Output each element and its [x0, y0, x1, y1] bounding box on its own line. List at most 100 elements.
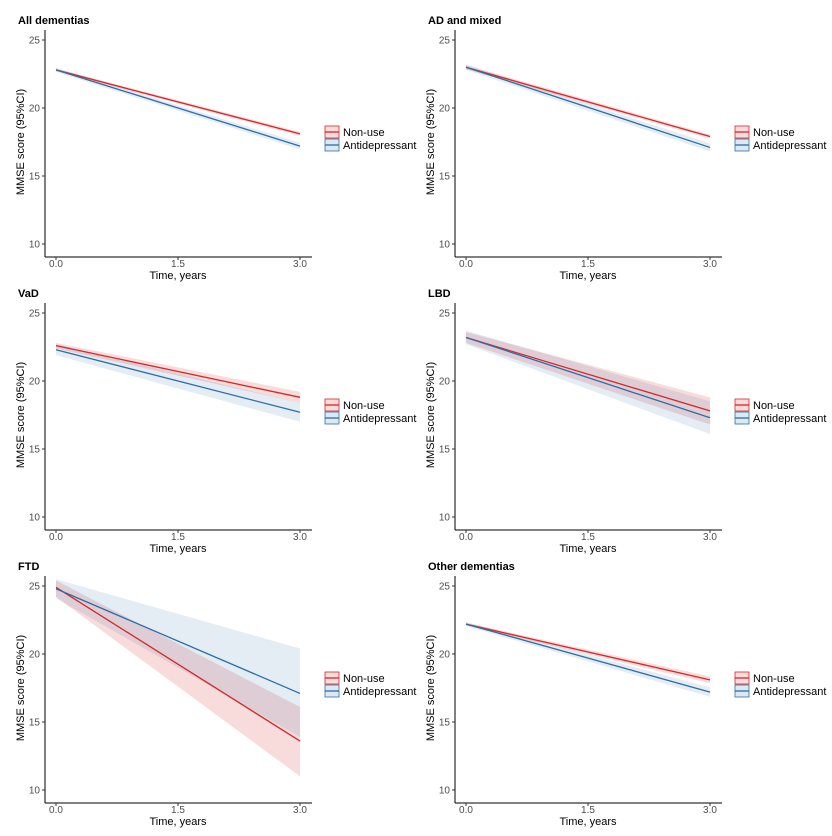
legend-label: Non-use: [343, 400, 385, 412]
x-axis-label: Time, years: [149, 816, 207, 828]
y-tick-label: 15: [29, 718, 41, 729]
series-line-antidepressant: [465, 336, 711, 419]
legend-label: Antidepressant: [343, 686, 416, 698]
x-tick-label: 3.0: [293, 805, 307, 816]
y-tick-label: 25: [29, 582, 41, 593]
chart-panel: AD and mixed 10 15 20 25 0.0 1.5 3.0 Time, years…: [425, 15, 826, 282]
panel-title: VaD: [18, 288, 39, 300]
x-tick-label: 3.0: [293, 532, 307, 543]
chart-panel: VaD 10 15 20 25 0.0 1.5 3.0 Time, years MMSE scor…: [15, 288, 416, 555]
x-tick-label: 0.0: [49, 805, 63, 816]
series-line-non-use: [55, 69, 301, 135]
x-tick-label: 1.5: [171, 259, 185, 270]
x-tick-label: 3.0: [703, 805, 717, 816]
y-tick-label: 10: [439, 513, 451, 524]
legend-item: Non-use: [734, 398, 795, 412]
x-axis-label: Time, years: [149, 543, 207, 555]
series-line-non-use: [465, 336, 711, 412]
series-line-non-use: [465, 623, 711, 681]
legend-label: Antidepressant: [753, 686, 826, 698]
legend-item: Antidepressant: [324, 138, 416, 152]
y-tick-label: 15: [29, 172, 41, 183]
ci-band-antidepressant: [56, 579, 300, 737]
legend-label: Non-use: [753, 673, 795, 685]
panel-title: FTD: [18, 561, 39, 573]
y-tick-label: 20: [29, 650, 41, 661]
x-tick-label: 3.0: [703, 259, 717, 270]
y-axis-label: MMSE score (95%CI): [425, 635, 437, 741]
x-tick-label: 3.0: [293, 259, 307, 270]
chart-panel: Other dementias 10 15 20 25 0.0 1.5 3.0 Time, ye…: [425, 561, 826, 828]
series-line-non-use: [465, 66, 711, 138]
chart-panel: FTD 10 15 20 25 0.0 1.5 3.0 Time, years MMSE scor…: [15, 561, 416, 828]
legend-label: Non-use: [343, 127, 385, 139]
y-tick-label: 20: [29, 377, 41, 388]
legend-label: Non-use: [753, 400, 795, 412]
x-tick-label: 1.5: [581, 805, 595, 816]
y-tick-label: 20: [29, 104, 41, 115]
y-axis-label: MMSE score (95%CI): [15, 362, 27, 468]
legend-label: Antidepressant: [343, 140, 416, 152]
x-tick-label: 0.0: [459, 532, 473, 543]
series-line-non-use: [55, 586, 301, 742]
x-tick-label: 3.0: [703, 532, 717, 543]
x-axis-label: Time, years: [559, 816, 617, 828]
legend-item: Antidepressant: [324, 684, 416, 698]
x-tick-label: 0.0: [49, 259, 63, 270]
panel-title: All dementias: [18, 15, 90, 27]
y-tick-label: 15: [439, 172, 451, 183]
x-tick-label: 0.0: [459, 805, 473, 816]
panel-title: Other dementias: [428, 561, 515, 573]
x-tick-label: 1.5: [581, 259, 595, 270]
legend-label: Antidepressant: [753, 140, 826, 152]
x-axis-label: Time, years: [559, 270, 617, 282]
legend-label: Antidepressant: [753, 413, 826, 425]
y-tick-label: 15: [29, 445, 41, 456]
y-axis-label: MMSE score (95%CI): [15, 89, 27, 195]
series-line-antidepressant: [465, 66, 711, 149]
x-tick-label: 1.5: [171, 532, 185, 543]
x-axis-label: Time, years: [149, 270, 207, 282]
ci-band-antidepressant: [466, 622, 710, 697]
y-tick-label: 25: [29, 309, 41, 320]
legend-label: Non-use: [343, 673, 385, 685]
series-line-non-use: [55, 345, 301, 398]
ci-band-antidepressant: [466, 330, 710, 435]
series-line-antidepressant: [55, 588, 301, 695]
series-line-antidepressant: [465, 623, 711, 693]
y-axis-label: MMSE score (95%CI): [425, 89, 437, 195]
y-tick-label: 15: [439, 445, 451, 456]
x-tick-label: 1.5: [171, 805, 185, 816]
ci-band-non-use: [56, 342, 300, 403]
y-tick-label: 15: [439, 718, 451, 729]
legend-item: Antidepressant: [324, 411, 416, 425]
x-axis-label: Time, years: [559, 543, 617, 555]
y-axis-label: MMSE score (95%CI): [15, 635, 27, 741]
legend-item: Antidepressant: [734, 138, 826, 152]
panel-title: LBD: [428, 288, 451, 300]
y-tick-label: 25: [29, 36, 41, 47]
legend-item: Non-use: [324, 125, 385, 139]
legend-label: Antidepressant: [343, 413, 416, 425]
chart-panel: LBD 10 15 20 25 0.0 1.5 3.0 Time, years MMSE scor…: [425, 288, 826, 555]
legend-item: Non-use: [324, 671, 385, 685]
y-tick-label: 10: [29, 513, 41, 524]
legend-item: Non-use: [324, 398, 385, 412]
y-tick-label: 10: [439, 240, 451, 251]
x-tick-label: 0.0: [49, 532, 63, 543]
panel-title: AD and mixed: [428, 15, 501, 27]
y-tick-label: 10: [29, 786, 41, 797]
y-tick-label: 20: [439, 104, 451, 115]
legend-item: Non-use: [734, 671, 795, 685]
y-tick-label: 25: [439, 309, 451, 320]
legend-item: Antidepressant: [734, 411, 826, 425]
y-tick-label: 25: [439, 582, 451, 593]
ci-band-antidepressant: [56, 344, 300, 422]
y-tick-label: 20: [439, 377, 451, 388]
x-tick-label: 1.5: [581, 532, 595, 543]
legend-item: Antidepressant: [734, 684, 826, 698]
y-axis-label: MMSE score (95%CI): [425, 362, 437, 468]
y-tick-label: 10: [29, 240, 41, 251]
x-tick-label: 0.0: [459, 259, 473, 270]
series-line-antidepressant: [55, 349, 301, 413]
